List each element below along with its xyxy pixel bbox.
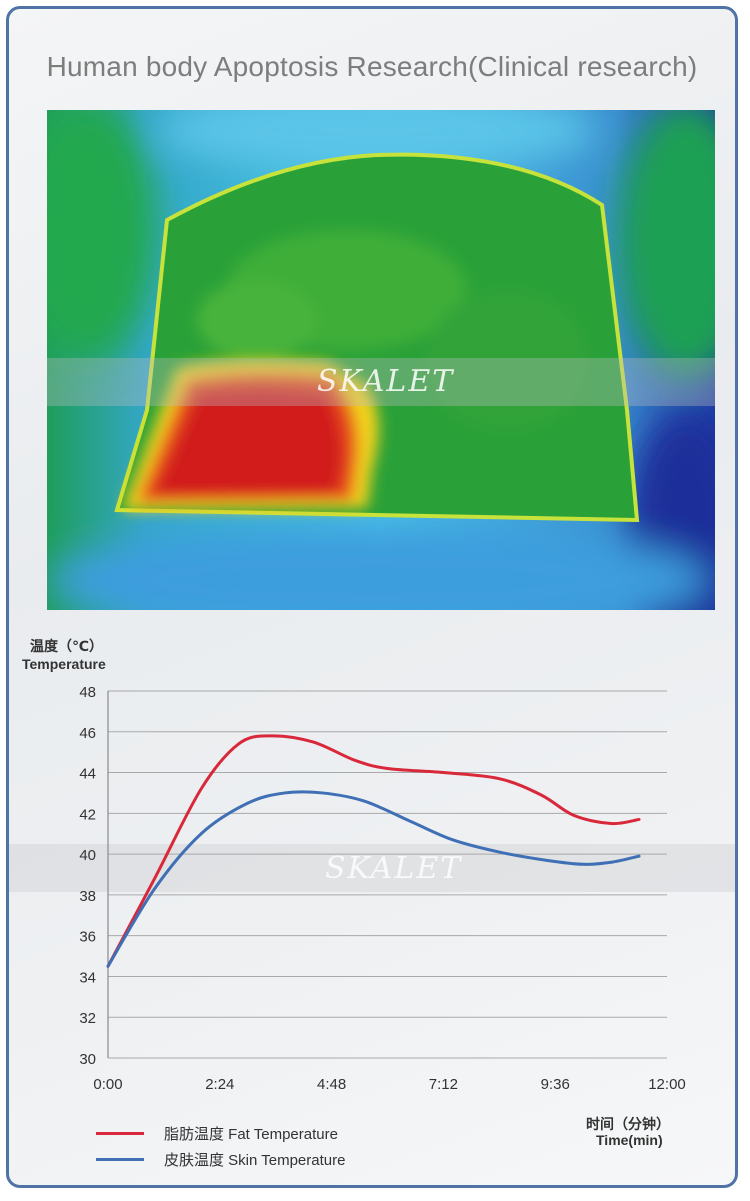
y-tick-label: 46 [79, 725, 96, 742]
y-axis-label-en: Temperature [22, 656, 106, 672]
y-tick-label: 34 [79, 969, 96, 986]
x-axis-label-en: Time(min) [596, 1132, 663, 1148]
x-tick-label: 0:00 [93, 1076, 122, 1093]
brand-watermark-lower: SKALET [325, 851, 463, 886]
panel-frame: Human body Apoptosis Research(Clinical r… [6, 6, 738, 1188]
y-tick-label: 36 [79, 929, 96, 946]
fat-temperature-line [106, 734, 641, 968]
x-tick-label: 7:12 [429, 1076, 458, 1093]
watermark-band [47, 358, 715, 406]
y-tick-label: 48 [79, 684, 96, 701]
legend-swatch-fat [96, 1131, 144, 1135]
x-tick-label: 2:24 [205, 1076, 234, 1093]
y-tick-label: 42 [79, 806, 96, 823]
x-tick-label: 9:36 [541, 1076, 570, 1093]
legend-label-fat: 脂肪温度 Fat Temperature [164, 1125, 338, 1143]
y-tick-label: 38 [79, 888, 96, 905]
x-axis-label-cn: 时间（分钟） [586, 1116, 670, 1132]
y-tick-label: 32 [79, 1010, 96, 1027]
y-axis-label-cn: 温度（℃） [30, 638, 103, 654]
x-tick-label: 12:00 [648, 1076, 686, 1093]
skin-temperature-line [106, 790, 641, 968]
y-tick-label: 40 [79, 847, 96, 864]
y-tick-label: 30 [79, 1051, 96, 1068]
chart-legend: 脂肪温度 Fat Temperature 皮肤温度 Skin Temperatu… [96, 1120, 345, 1172]
legend-swatch-skin [96, 1157, 144, 1161]
legend-item-fat: 脂肪温度 Fat Temperature [96, 1120, 345, 1146]
brand-watermark: SKALET [317, 364, 455, 399]
page-title: Human body Apoptosis Research(Clinical r… [46, 51, 698, 82]
legend-label-skin: 皮肤温度 Skin Temperature [164, 1151, 346, 1169]
y-tick-label: 44 [79, 766, 96, 783]
thermal-image: SKALET [47, 110, 715, 610]
x-tick-label: 4:48 [317, 1076, 346, 1093]
legend-item-skin: 皮肤温度 Skin Temperature [96, 1146, 345, 1172]
watermark-band-lower [9, 844, 735, 892]
